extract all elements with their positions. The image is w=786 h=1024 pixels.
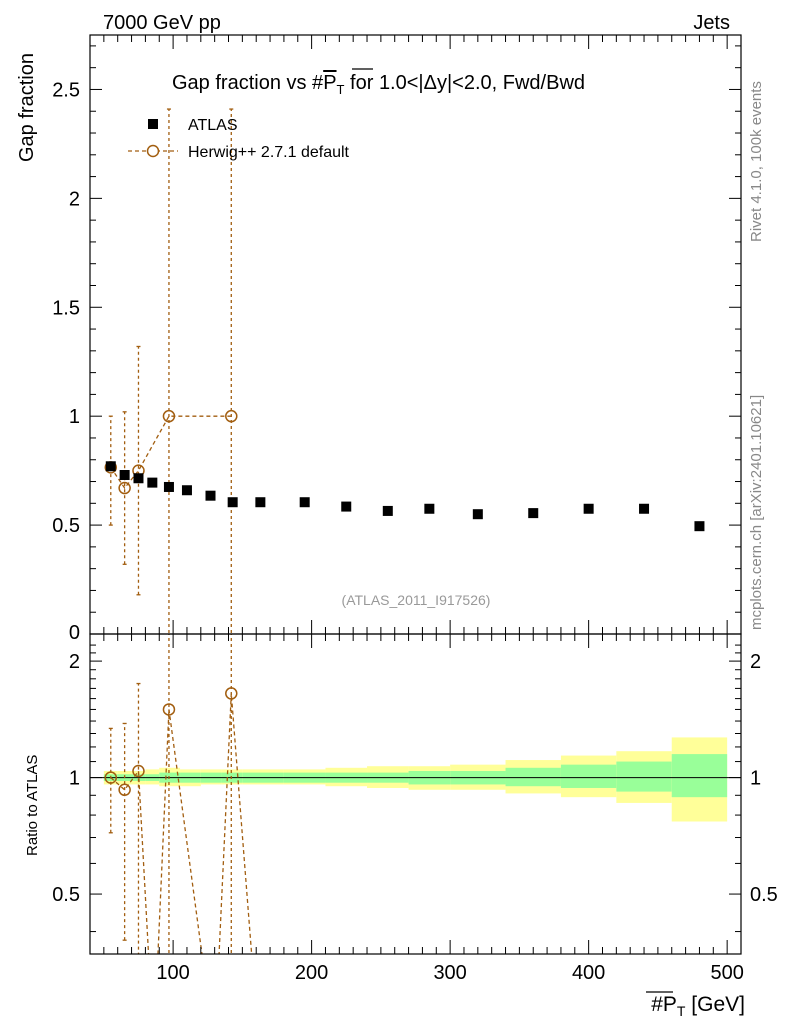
main-title: Gap fraction vs #PT for 1.0<|Δy|<2.0, Fw… [172,72,585,97]
main-ytick-label: 1.5 [52,297,80,319]
ratio-herwig-point [132,764,145,778]
ratio-herwig-point [118,783,131,797]
band-inner-bin [560,764,617,788]
ratio-xtick-label: 100 [156,962,189,984]
ratio-herwig-series [104,634,253,954]
main-herwig-point [162,409,176,423]
legend-atlas-marker [148,119,158,129]
atlas-data-point [694,521,705,532]
atlas-data-point [105,461,116,472]
ratio-herwig-point [162,703,176,716]
ratio-herwig-point [225,687,238,700]
main-herwig-point [118,481,131,495]
main-ytick-label-zero: 0 [69,622,80,644]
band-inner-bin [616,761,672,792]
main-ylabel: Gap fraction [16,53,38,162]
atlas-data-point [424,503,435,514]
main-ytick-label: 1 [69,406,80,428]
ratio-xlabel: #PT [GeV] [651,993,745,1019]
atlas-data-point [299,497,310,508]
atlas-data-point [205,490,216,501]
atlas-data-point [382,505,393,516]
ratio-ytick-label: 2 [69,651,80,673]
atlas-data-point [147,477,158,488]
ratio-ytick-label: 1 [69,768,80,790]
atlas-data-point [133,473,144,484]
legend-atlas-label: ATLAS [188,117,238,134]
ratio-ylabel: Ratio to ATLAS [24,755,41,856]
ratio-ytick-label: 0.5 [52,884,80,906]
main-herwig-line [110,415,232,490]
atlas-data-point [341,501,352,512]
header-right: Jets [693,12,730,34]
band-inner-bin [505,767,561,787]
analysis-watermark: (ATLAS_2011_I917526) [342,592,491,608]
ratio-ytick-label-right: 1 [750,768,761,790]
main-ytick-label: 2.5 [52,79,80,101]
atlas-data-point [472,509,483,520]
ratio-frame [89,633,742,955]
atlas-data-point [255,497,266,508]
ratio-xtick-label: 400 [572,962,605,984]
header-left: 7000 GeV pp [103,12,221,34]
ratio-uncertainty-bands [103,737,728,822]
ratio-herwig-point [104,771,118,784]
ratio-xtick-label: 300 [433,962,466,984]
band-inner-bin [671,754,728,798]
rivet-label: Rivet 4.1.0, 100k events [748,81,765,242]
atlas-data-point [119,469,130,480]
main-atlas-series [105,461,705,532]
ratio-ytick-label-right: 0.5 [750,884,778,906]
main-ytick-label: 2 [69,188,80,210]
legend: ATLAS Herwig++ 2.7.1 default [128,117,350,161]
axis-ticks: 0.5 1 1.5 2 2.5 0 100 200 300 400 500 0.5 0.5 1 1 2 2 [52,35,778,984]
atlas-data-point [528,508,539,519]
main-herwig-series [104,108,238,634]
atlas-data-point [583,503,594,514]
ratio-xtick-label: 500 [710,962,743,984]
legend-herwig-marker [146,144,160,158]
legend-herwig-label: Herwig++ 2.7.1 default [188,144,350,161]
ratio-herwig-line [110,693,253,954]
atlas-data-point [639,503,650,514]
ratio-xtick-label: 200 [295,962,328,984]
atlas-data-point [163,481,174,492]
ratio-ytick-label-right: 2 [750,651,761,673]
main-ytick-label: 0.5 [52,515,80,537]
atlas-data-point [227,497,238,508]
main-herwig-point [225,409,238,423]
mcplots-label: mcplots.cern.ch [arXiv:2401.10621] [748,395,765,630]
atlas-data-point [181,485,192,496]
